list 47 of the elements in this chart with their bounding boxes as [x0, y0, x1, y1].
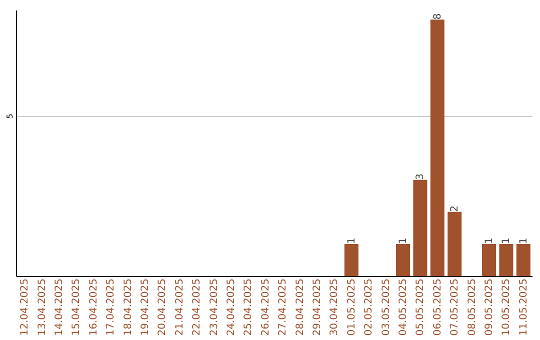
x-tick-label: 10.05.2025 [501, 278, 512, 336]
data-label: 1 [518, 238, 530, 244]
x-tick-label: 28.04.2025 [294, 278, 306, 336]
x-tick-label: 02.05.2025 [364, 278, 375, 336]
x-tick-label: 08.05.2025 [466, 278, 478, 336]
bar [482, 244, 496, 276]
bar [499, 244, 514, 276]
x-tick-label: 13.04.2025 [36, 278, 48, 336]
bar [430, 20, 444, 276]
x-tick-label: 14.04.2025 [54, 278, 65, 336]
bar [344, 244, 358, 276]
x-tick-label: 01.05.2025 [346, 278, 358, 336]
x-tick-label: 17.04.2025 [106, 278, 117, 336]
x-tick-label: 23.04.2025 [208, 278, 220, 336]
x-tick-label: 22.04.2025 [192, 278, 203, 336]
x-tick-label: 24.04.2025 [226, 278, 237, 336]
data-label: 1 [398, 238, 409, 244]
x-tick-label: 09.05.2025 [484, 278, 495, 336]
x-tick-label: 19.04.2025 [140, 278, 151, 336]
x-tick-label: 25.04.2025 [243, 278, 254, 336]
x-tick-label: 06.05.2025 [432, 278, 444, 336]
x-tick-label: 20.04.2025 [157, 278, 168, 336]
x-tick-label: 30.04.2025 [329, 278, 340, 336]
x-tick-label: 29.04.2025 [312, 278, 323, 336]
data-label: 2 [450, 206, 461, 212]
x-tick-label: 27.04.2025 [278, 278, 289, 336]
x-tick-label: 05.05.2025 [415, 278, 426, 336]
x-tick-label: 11.05.2025 [518, 278, 530, 336]
data-label: 1 [501, 238, 512, 244]
x-tick-label: 16.04.2025 [88, 278, 100, 336]
x-tick-label: 18.04.2025 [122, 278, 134, 336]
bar [516, 244, 530, 276]
data-label: 3 [415, 173, 426, 180]
x-tick-label: 26.04.2025 [260, 278, 272, 336]
data-label: 1 [484, 238, 495, 244]
x-tick-label: 03.05.2025 [380, 278, 392, 336]
y-tick-label: 5 [6, 114, 14, 119]
x-tick-label: 04.05.2025 [398, 278, 409, 336]
bar [448, 212, 462, 276]
x-tick-label: 21.04.2025 [174, 278, 186, 336]
bar [413, 180, 428, 276]
x-tick-label: 07.05.2025 [450, 278, 461, 336]
x-tick-label: 12.04.2025 [20, 278, 31, 336]
data-label: 8 [432, 13, 444, 20]
x-tick-label: 15.04.2025 [71, 278, 82, 336]
data-label: 1 [346, 238, 358, 244]
bar [396, 244, 410, 276]
